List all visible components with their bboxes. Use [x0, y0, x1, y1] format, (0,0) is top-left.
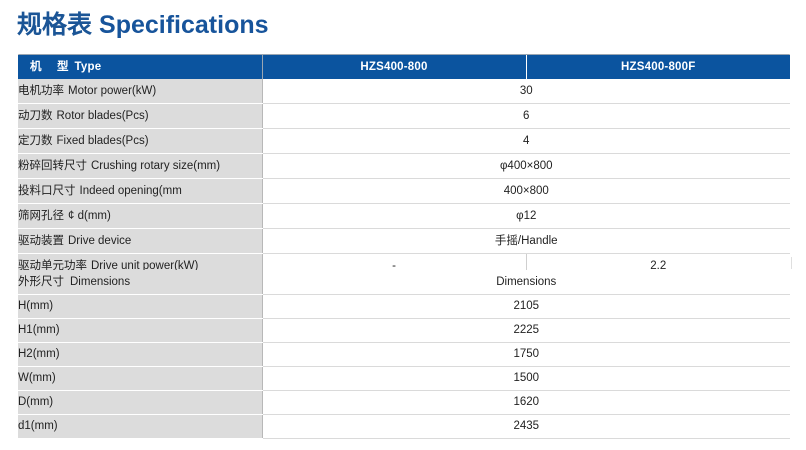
row-value-cell: 400×800	[262, 178, 790, 204]
dimension-value-cell: 1500	[262, 366, 791, 391]
row-label-en: Crushing rotary size(mm)	[91, 160, 221, 172]
table-row: 定刀数 Fixed blades(Pcs) 4	[18, 128, 790, 154]
row-label-cell: 粉碎回转尺寸 Crushing rotary size(mm)	[18, 153, 263, 179]
row-label-en: Drive device	[68, 235, 132, 247]
table-row: 粉碎回转尺寸 Crushing rotary size(mm) φ400×800	[18, 153, 790, 179]
row-label-cell: 投料口尺寸 Indeed opening(mm	[18, 178, 263, 204]
row-label-cn: 筛网孔径	[18, 208, 64, 222]
table-row: 动刀数 Rotor blades(Pcs) 6	[18, 103, 790, 129]
header-type-en: Type	[74, 61, 102, 73]
dimension-value-cell: 1620	[262, 390, 791, 415]
dimensions-header-value: Dimensions	[262, 270, 791, 295]
row-value-cell: 4	[262, 128, 790, 154]
row-label-cell: 定刀数 Fixed blades(Pcs)	[18, 128, 263, 154]
table-row: H1(mm) 2225	[18, 318, 791, 343]
header-type-cn: 机 型	[30, 59, 71, 73]
dimension-label-cell: H2(mm)	[18, 342, 263, 367]
dimensions-table: 外形尺寸 Dimensions Dimensions H(mm) 2105 H1(mm…	[18, 270, 791, 439]
header-cell-model-1: HZS400-800	[262, 55, 527, 79]
row-label-cn: 驱动装置	[18, 233, 64, 247]
dimension-value-cell: 2105	[262, 294, 791, 319]
dimension-label-cell: W(mm)	[18, 366, 263, 391]
dimensions-header-label: 外形尺寸 Dimensions	[18, 270, 263, 295]
row-label-cell: 电机功率 Motor power(kW)	[18, 79, 263, 104]
table-header-row: 机 型 Type HZS400-800 HZS400-800F	[18, 55, 790, 79]
row-value-cell: φ12	[262, 203, 790, 229]
row-value-cell: 30	[262, 79, 790, 104]
dimension-label-cell: H1(mm)	[18, 318, 263, 343]
table-row: d1(mm) 2435	[18, 414, 791, 439]
table-row: 电机功率 Motor power(kW) 30	[18, 79, 790, 104]
dimension-value-cell: 1750	[262, 342, 791, 367]
row-label-en: Indeed opening(mm	[79, 185, 182, 197]
row-label-en: Rotor blades(Pcs)	[56, 110, 149, 122]
row-label-en: Drive unit power(kW)	[91, 260, 199, 272]
row-label-en: Motor power(kW)	[68, 85, 157, 97]
row-label-cell: 驱动装置 Drive device	[18, 228, 263, 254]
dimension-value-cell: 2225	[262, 318, 791, 343]
dimension-label-cell: D(mm)	[18, 390, 263, 415]
row-label-cell: 动刀数 Rotor blades(Pcs)	[18, 103, 263, 129]
row-label-cn: 电机功率	[18, 83, 64, 97]
main-table-top-border	[18, 54, 790, 55]
row-label-en: Fixed blades(Pcs)	[56, 135, 149, 147]
page-title-en: Specifications	[99, 11, 269, 39]
row-value-cell: 6	[262, 103, 790, 129]
row-value-cell: 手摇/Handle	[262, 228, 790, 254]
specifications-table: 机 型 Type HZS400-800 HZS400-800F 电机功率 Motor…	[18, 55, 790, 279]
row-label-cn: 投料口尺寸	[18, 183, 76, 197]
row-label-cn: 定刀数	[18, 133, 53, 147]
row-value-cell: φ400×800	[262, 153, 790, 179]
dimensions-header-row: 外形尺寸 Dimensions Dimensions	[18, 270, 791, 295]
table-row: W(mm) 1500	[18, 366, 791, 391]
table-row: 筛网孔径 ¢ d(mm) φ12	[18, 203, 790, 229]
table-row: 驱动装置 Drive device 手摇/Handle	[18, 228, 790, 254]
row-label-cn: 驱动单元功率	[18, 258, 87, 272]
page-title-cn: 规格表	[17, 10, 93, 39]
header-cell-model-2: HZS400-800F	[526, 55, 790, 79]
dimension-label-cell: H(mm)	[18, 294, 263, 319]
row-label-cn: 动刀数	[18, 108, 53, 122]
row-label-cell: 驱动单元功率 Drive unit power(kW)	[18, 253, 263, 279]
page-title: 规格表 Specifications	[17, 8, 269, 42]
dimensions-header-en: Dimensions	[70, 276, 131, 288]
table-row: H2(mm) 1750	[18, 342, 791, 367]
row-label-cn: 粉碎回转尺寸	[18, 158, 87, 172]
header-cell-type: 机 型 Type	[18, 55, 263, 79]
dimension-value-cell: 2435	[262, 414, 791, 439]
table-row: 投料口尺寸 Indeed opening(mm 400×800	[18, 178, 790, 204]
dimensions-header-cn: 外形尺寸	[18, 274, 64, 288]
table-row: D(mm) 1620	[18, 390, 791, 415]
row-label-cell: 筛网孔径 ¢ d(mm)	[18, 203, 263, 229]
dimension-label-cell: d1(mm)	[18, 414, 263, 439]
row-label-en: ¢ d(mm)	[68, 210, 111, 222]
table-row: H(mm) 2105	[18, 294, 791, 319]
